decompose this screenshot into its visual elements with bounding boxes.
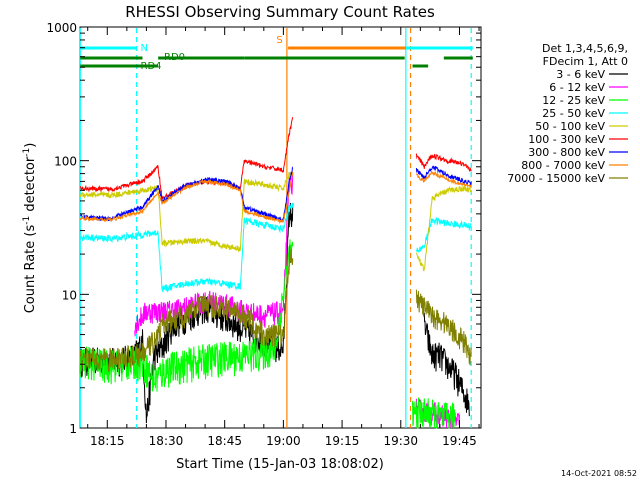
series-layer <box>79 116 472 429</box>
y-tick-label: 10 <box>62 288 77 302</box>
x-axis-label: Start Time (15-Jan-03 18:08:02) <box>176 457 384 472</box>
timestamp: 14-Oct-2021 08:52 <box>561 469 637 478</box>
x-tick-label: 19:00 <box>266 434 301 448</box>
y-axis-label-part-2: detector <box>23 156 38 216</box>
legend-label: 7000 - 15000 keV <box>507 172 605 185</box>
flag-label-s: S <box>276 35 282 46</box>
flag-label-n: N <box>141 43 148 54</box>
series-800-7000-kev-segment-1 <box>79 171 294 225</box>
series-300-800-kev-segment-1 <box>80 166 294 223</box>
series-12-25-kev-segment-2 <box>412 397 457 429</box>
legend-label: 12 - 25 keV <box>542 94 605 107</box>
x-tick-label: 18:45 <box>207 434 242 448</box>
series-50-100-kev-segment-2 <box>415 185 472 272</box>
flag-label-rd0: RD0 <box>164 52 185 63</box>
series-300-800-kev-segment-2 <box>415 165 472 186</box>
chart-title: RHESSI Observing Summary Count Rates <box>125 3 435 21</box>
series-25-50-kev-segment-2 <box>415 217 472 253</box>
y-axis-label-sup-2: -1 <box>22 148 32 157</box>
series-50-100-kev-segment-1 <box>79 170 294 253</box>
series-7000-15000-kev-segment-1 <box>79 244 294 372</box>
x-tick-label: 19:30 <box>383 434 418 448</box>
y-axis-label: Count Rate (s-1 detector-1) <box>22 143 38 314</box>
y-axis-label-part-3: ) <box>23 143 38 148</box>
series-25-50-kev-segment-1 <box>79 202 294 293</box>
series-7000-15000-kev-segment-2 <box>415 289 472 366</box>
legend: Det 1,3,4,5,6,9, FDecim 1, Att 0 3 - 6 k… <box>507 42 628 185</box>
x-tick-label: 19:45 <box>442 434 477 448</box>
y-tick-label: 1 <box>69 422 77 436</box>
legend-header-2: FDecim 1, Att 0 <box>543 55 628 68</box>
y-axis-label-sup-1: -1 <box>22 216 32 225</box>
y-tick-label: 100 <box>54 155 77 169</box>
legend-label: 800 - 7000 keV <box>521 159 605 172</box>
legend-label: 6 - 12 keV <box>549 81 605 94</box>
legend-label: 3 - 6 keV <box>556 68 605 81</box>
x-tick-label: 18:30 <box>149 434 184 448</box>
legend-label: 50 - 100 keV <box>535 120 605 133</box>
legend-label: 300 - 800 keV <box>528 146 605 159</box>
series-3-6-kev-segment-2 <box>423 312 470 417</box>
legend-header-1: Det 1,3,4,5,6,9, <box>542 42 628 55</box>
series-100-300-kev-segment-2 <box>415 153 472 173</box>
axis-layer: 1 10 100 1000 18:15 18:30 18:45 19:00 19:15 19:30… <box>46 21 481 448</box>
y-axis-label-part-1: Count Rate (s <box>23 225 38 314</box>
series-12-25-kev-segment-1 <box>79 239 294 392</box>
flag-label-rd4: RD4 <box>141 61 162 72</box>
x-tick-label: 19:15 <box>325 434 360 448</box>
legend-label: 100 - 300 keV <box>528 133 605 146</box>
legend-label: 25 - 50 keV <box>542 107 605 120</box>
series-800-7000-kev-segment-2 <box>415 170 472 188</box>
y-tick-label: 1000 <box>46 21 77 35</box>
x-tick-label: 18:15 <box>90 434 125 448</box>
